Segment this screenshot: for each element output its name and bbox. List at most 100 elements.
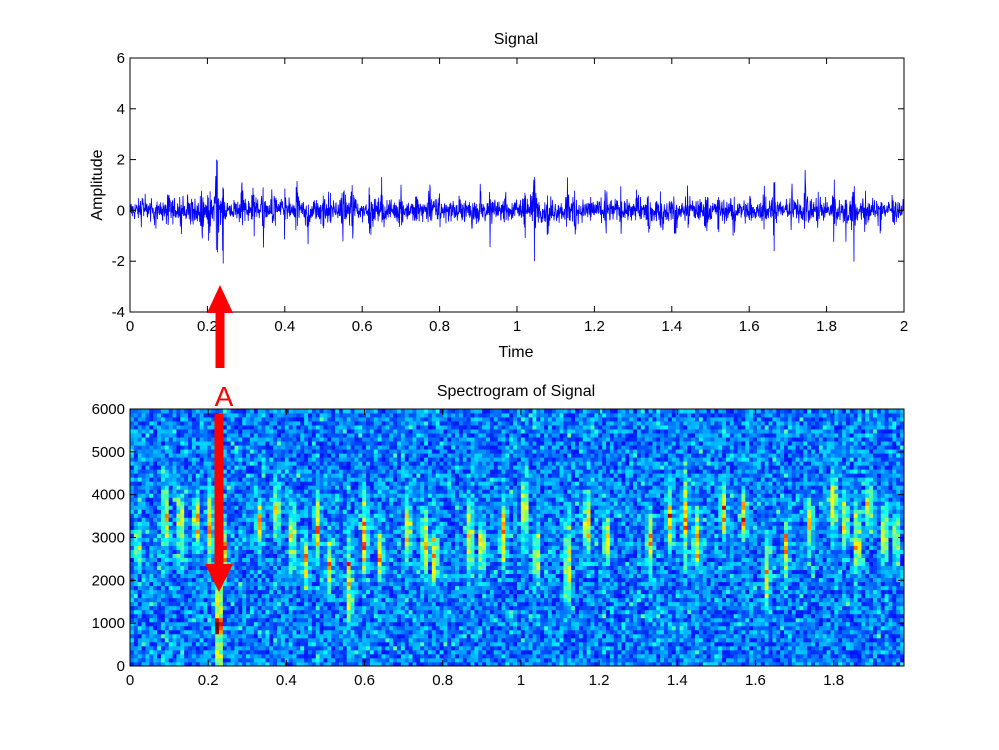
spectrogram-cell [416,525,421,530]
spectrogram-cell [304,517,309,522]
spectrogram-cell [397,633,402,639]
spectrogram-cell [230,597,235,603]
spectrogram-cell [234,497,239,502]
spectrogram-cell [277,629,282,635]
spectrogram-cell [222,417,228,422]
spectrogram-cell [199,489,204,494]
spectrogram-cell [385,561,390,567]
spectrogram-cell [269,497,274,502]
spectrogram-cell [184,461,189,466]
spectrogram-cell [338,513,344,518]
spectrogram-cell [226,429,232,434]
spectrogram-cell [222,609,228,615]
spectrogram-cell [153,473,158,478]
spectrogram-cell [207,461,212,466]
spectrogram-cell [222,449,228,454]
spectrogram-cell [381,505,386,510]
spectrogram-cell [335,433,340,438]
spectrogram-cell [207,485,212,490]
spectrogram-cell [149,493,154,498]
spectrogram-cell [338,417,344,422]
spectrogram-cell [346,573,351,579]
spectrogram-cell [176,549,181,554]
spectrogram-cell [300,477,305,482]
spectrogram-cell [424,537,429,542]
spectrogram-cell [191,549,197,554]
spectrogram-cell [265,421,270,426]
spectrogram-cell [354,589,359,595]
spectrogram-cell [246,433,251,438]
spectrogram-cell [331,565,336,571]
spectrogram-cell [416,561,421,567]
spectrogram-cell [389,633,394,639]
spectrogram-cell [350,573,355,579]
spectrogram-cell [257,605,262,611]
spectrogram-cell [203,661,208,667]
spectrogram-cell [172,573,177,579]
spectrogram-cell [412,497,417,502]
spectrogram-cell [327,429,332,434]
spectrogram-cell [389,417,394,422]
spectrogram-cell [338,569,344,575]
spectrogram-cell [412,637,417,643]
spectrogram-cell [284,581,290,587]
spectrogram-cell [265,613,270,619]
spectrogram-cell [354,593,359,599]
spectrogram-cell [164,597,170,603]
spectrogram-cell [130,633,135,639]
spectrogram-cell [160,457,166,462]
spectrogram-cell [168,501,173,506]
spectrogram-cell [222,581,228,587]
spectrogram-cell [207,469,212,474]
spectrogram-cell [168,597,173,603]
spectrogram-cell [327,461,332,466]
spectrogram-cell [176,581,181,587]
spectrogram-cell [280,573,286,579]
spectrogram-cell [304,413,309,418]
spectrogram-cell [203,541,208,546]
spectrogram-cell [207,489,212,494]
spectrogram-cell [420,477,425,482]
spectrogram-cell [319,437,324,442]
spectrogram-cell [261,561,266,567]
spectrogram-cell [180,517,185,522]
spectrogram-cell [257,593,262,599]
spectrogram-cell [230,569,235,575]
spectrogram-cell [304,521,309,526]
spectrogram-cell [369,441,375,446]
x-tick-label: 2 [900,318,908,335]
spectrogram-cell [296,493,301,498]
spectrogram-cell [404,445,410,450]
spectrogram-cell [362,549,367,554]
spectrogram-cell [323,585,328,591]
spectrogram-cell [354,637,359,643]
spectrogram-cell [420,493,425,498]
spectrogram-cell [369,533,375,538]
spectrogram-cell [416,557,421,562]
spectrogram-cell [424,601,429,607]
spectrogram-cell [180,429,185,434]
spectrogram-cell [207,593,212,599]
spectrogram-cell [141,429,146,434]
spectrogram-cell [311,653,317,659]
spectrogram-cell [308,661,313,667]
spectrogram-cell [284,617,290,623]
spectrogram-cell [335,517,340,522]
spectrogram-cell [400,501,406,506]
spectrogram-cell [273,593,278,599]
spectrogram-cell [385,473,390,478]
spectrogram-cell [180,637,185,643]
spectrogram-cell [308,525,313,530]
signal-x-axis-label: Time [499,344,534,361]
spectrogram-cell [180,505,185,510]
spectrogram-cell [168,525,173,530]
spectrogram-cell [207,521,212,526]
spectrogram-cell [412,641,417,647]
spectrogram-cell [300,513,305,518]
spectrogram-cell [416,633,421,639]
spectrogram-cell [284,513,290,518]
spectrogram-cell [253,641,259,647]
spectrogram-cell [176,429,181,434]
spectrogram-cell [335,649,340,655]
spectrogram-cell [188,609,193,615]
